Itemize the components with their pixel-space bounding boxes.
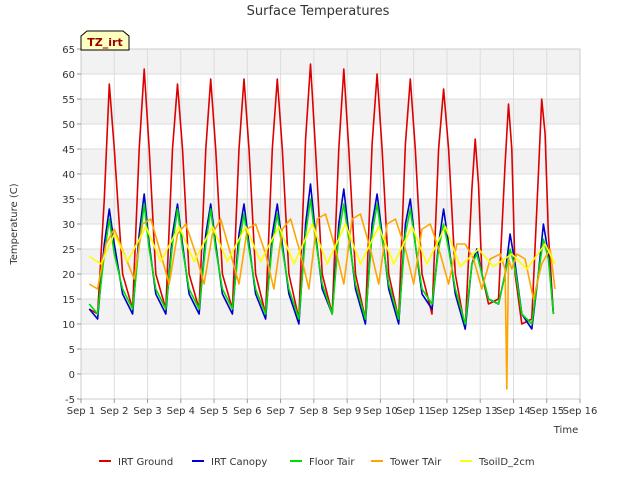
plot-band <box>81 149 580 174</box>
x-tick-label: Sep 9 <box>333 406 361 417</box>
x-tick-label: Sep 4 <box>167 406 195 417</box>
y-tick-label: 10 <box>62 320 75 331</box>
y-tick-label: 55 <box>62 95 75 106</box>
x-tick-label: Sep 1 <box>67 406 95 417</box>
y-tick-label: 30 <box>62 220 75 231</box>
x-tick-label: Sep 15 <box>529 406 564 417</box>
y-tick-label: 65 <box>62 45 75 56</box>
y-tick-label: 50 <box>62 120 75 131</box>
x-tick-label: Sep 16 <box>563 406 598 417</box>
x-tick-label: Sep 7 <box>266 406 294 417</box>
x-tick-label: Sep 5 <box>200 406 228 417</box>
x-axis-label: Time <box>553 425 578 436</box>
legend: IRT Ground IRT Canopy Floor Tair Tower TAir… <box>99 457 535 468</box>
y-tick-label: 25 <box>62 245 75 256</box>
series-line <box>88 63 555 330</box>
plot-band <box>81 49 580 74</box>
series-line <box>88 213 556 390</box>
series-line <box>88 198 555 325</box>
x-tick-label: Sep 13 <box>463 406 498 417</box>
chart-title: Surface Temperatures <box>247 4 390 19</box>
x-tick-label: Sep 14 <box>496 406 531 417</box>
plot-band <box>81 349 580 374</box>
series-lines <box>88 63 556 390</box>
legend-label: Tower TAir <box>389 457 442 468</box>
x-tick-label: Sep 12 <box>430 406 465 417</box>
x-tick-label: Sep 10 <box>363 406 398 417</box>
legend-label: IRT Ground <box>118 457 173 468</box>
x-tick-label: Sep 11 <box>396 406 431 417</box>
y-tick-label: 60 <box>62 70 75 81</box>
y-tick-label: 20 <box>62 270 75 281</box>
plot-band <box>81 99 580 124</box>
x-axis-ticks: Sep 1 Sep 2 Sep 3 Sep 4 Sep 5 Sep 6 Sep 7 Sep 8… <box>67 399 598 417</box>
y-axis-label: Temperature (C) <box>9 183 20 265</box>
site-badge-box <box>80 30 130 51</box>
site-badge-label: TZ_irt <box>87 36 122 49</box>
legend-label: Floor Tair <box>309 457 355 468</box>
x-tick-label: Sep 8 <box>300 406 328 417</box>
x-tick-label: Sep 3 <box>133 406 161 417</box>
y-tick-label: 35 <box>62 195 75 206</box>
series-line <box>88 223 556 270</box>
y-tick-label: 15 <box>62 295 75 306</box>
plot-band <box>81 249 580 274</box>
y-tick-label: 40 <box>62 170 75 181</box>
plot-band <box>81 199 580 224</box>
y-tick-label: 5 <box>69 345 75 356</box>
y-tick-label: 45 <box>62 145 75 156</box>
legend-label: TsoilD_2cm <box>478 457 535 468</box>
x-tick-label: Sep 2 <box>100 406 128 417</box>
x-tick-label: Sep 6 <box>233 406 261 417</box>
legend-label: IRT Canopy <box>211 457 267 468</box>
site-badge: TZ_irt <box>80 30 130 51</box>
plot-bands <box>81 49 580 374</box>
y-axis-ticks: -5 0 5 10 15 20 25 30 35 40 45 50 55 60 65 <box>62 45 81 406</box>
y-tick-label: -5 <box>65 395 75 406</box>
y-tick-label: 0 <box>69 370 75 381</box>
